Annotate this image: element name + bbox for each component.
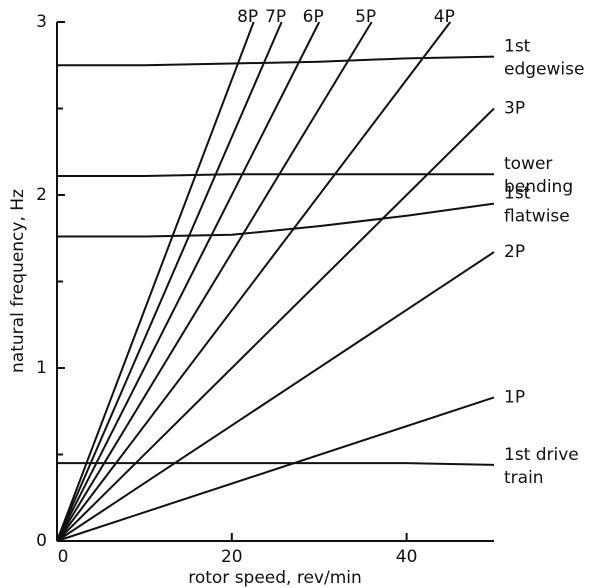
series-label: 3P <box>504 99 525 119</box>
series-line <box>56 251 495 542</box>
series-line <box>56 107 495 542</box>
series-line <box>57 202 495 238</box>
series-line <box>57 462 495 466</box>
y-tick-label: 1 <box>36 358 47 378</box>
x-axis-label: rotor speed, rev/min <box>188 568 362 588</box>
y-axis-label: natural frequency, Hz <box>8 189 28 373</box>
series-line <box>56 21 255 542</box>
series-label: 7P <box>265 7 286 27</box>
series-label: tower bending <box>504 154 573 197</box>
x-tick-label: 0 <box>58 547 69 567</box>
x-tick-label: 20 <box>221 547 243 567</box>
y-tick-label: 3 <box>36 12 47 32</box>
series-label: 1P <box>504 387 525 407</box>
y-tick-label: 0 <box>36 531 47 551</box>
series-line <box>56 396 495 542</box>
series-label: 4P <box>434 7 455 27</box>
series-label: 5P <box>355 7 376 27</box>
series-line <box>56 21 452 542</box>
series-label: 8P <box>237 7 258 27</box>
series-line <box>57 55 495 67</box>
series-label: 1st drive train <box>504 445 579 488</box>
series-label: 1st edgewise <box>504 37 584 80</box>
series-line <box>56 21 373 542</box>
series-label: 1st flatwise <box>504 184 570 227</box>
series-line <box>57 173 494 177</box>
x-tick-label: 40 <box>396 547 418 567</box>
y-tick-label: 2 <box>36 185 47 205</box>
series-label: 6P <box>303 7 324 27</box>
series-line <box>56 21 283 542</box>
series-line <box>56 21 321 542</box>
series-label: 2P <box>504 242 525 262</box>
